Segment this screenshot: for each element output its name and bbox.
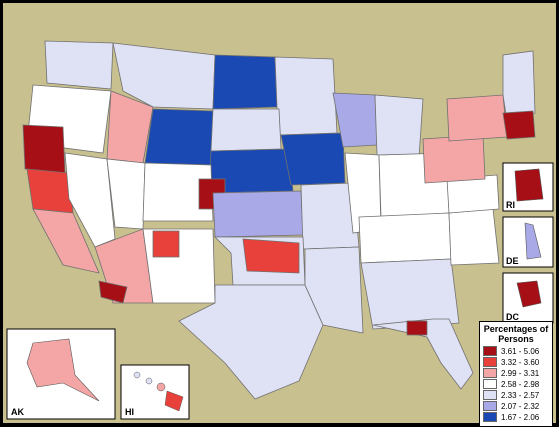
region-wyoming[interactable] [144,108,214,166]
legend-row: 2.07 - 2.32 [483,401,549,411]
map-frame: RI DE DC AK HI Percentages of Persons 3 [3,3,556,427]
region-iowa[interactable] [280,132,346,186]
legend: Percentages of Persons 3.61 - 5.06 3.32 -… [479,321,553,427]
region-oregon-west[interactable] [22,124,66,174]
inset-de-label: DE [506,256,519,266]
us-map: RI DE DC AK HI [6,40,554,420]
legend-swatch [483,401,497,411]
legend-title: Percentages of Persons [483,324,549,344]
region-arizona-south[interactable] [98,280,128,304]
legend-swatch [483,368,497,378]
region-michigan[interactable] [374,94,424,158]
region-arkansas-louisiana[interactable] [304,246,364,334]
inset-ak-label: AK [11,407,24,417]
region-minnesota[interactable] [274,56,338,136]
legend-swatch [483,357,497,367]
legend-swatch [483,390,497,400]
region-california-north[interactable] [26,168,74,214]
legend-label: 1.67 - 2.06 [501,412,540,422]
region-oklahoma-central[interactable] [242,238,300,274]
legend-label: 3.32 - 3.60 [501,357,540,367]
legend-row: 3.61 - 5.06 [483,346,549,356]
region-kansas[interactable] [212,190,304,238]
region-california-coast[interactable] [32,208,100,274]
legend-swatch [483,412,497,422]
inset-hi-label: HI [125,407,134,417]
legend-label: 2.58 - 2.98 [501,379,540,389]
inset-dc-label: DC [506,312,519,322]
legend-label: 2.07 - 2.32 [501,401,540,411]
legend-row: 2.33 - 2.57 [483,390,549,400]
legend-swatch [483,379,497,389]
legend-swatch [483,346,497,356]
region-pennsylvania[interactable] [422,134,486,184]
legend-row: 1.67 - 2.06 [483,412,549,422]
region-south-dakota[interactable] [210,108,282,152]
region-southeast[interactable] [360,258,460,330]
region-new-york[interactable] [446,94,508,142]
states-layer [22,40,536,400]
region-carolinas[interactable] [448,208,500,266]
region-washington[interactable] [44,40,114,90]
region-new-england[interactable] [502,50,536,122]
legend-row: 3.32 - 3.60 [483,357,549,367]
inset-ri-label: RI [506,200,515,210]
inset-de: DE [502,216,554,268]
region-colorado[interactable] [142,162,214,222]
region-florida-panhandle[interactable] [406,320,428,336]
inset-dc: DC [502,272,554,324]
inset-ri: RI [502,162,554,212]
region-massachusetts[interactable] [502,110,536,140]
region-new-mexico-north[interactable] [152,230,180,258]
legend-label: 2.99 - 3.31 [501,368,540,378]
legend-row: 2.99 - 3.31 [483,368,549,378]
region-tennessee-kentucky[interactable] [358,212,452,264]
legend-label: 2.33 - 2.57 [501,390,540,400]
region-north-dakota[interactable] [212,54,278,110]
region-montana[interactable] [112,42,216,110]
legend-rows: 3.61 - 5.06 3.32 - 3.60 2.99 - 3.31 2.58 - … [483,346,549,422]
inset-hi: HI [120,364,190,420]
region-florida[interactable] [372,318,474,390]
inset-ak: AK [6,328,116,420]
legend-row: 2.58 - 2.98 [483,379,549,389]
legend-label: 3.61 - 5.06 [501,346,540,356]
